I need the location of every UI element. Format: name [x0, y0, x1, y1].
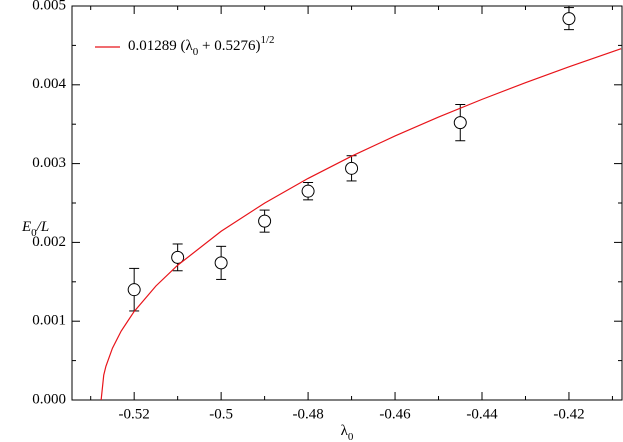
legend-sup: 1/2 [261, 34, 275, 46]
data-point [453, 116, 467, 130]
x-tick-label: -0.48 [292, 406, 323, 422]
data-point [171, 250, 185, 264]
legend-sub: 0 [193, 46, 199, 58]
fit-line [100, 48, 622, 400]
data-point [258, 214, 272, 228]
y-tick-label: 0.000 [32, 391, 66, 407]
x-axis-label: λ0 [341, 423, 354, 442]
y-axis-label: E0/L [21, 219, 49, 238]
y-label-main: E [21, 219, 31, 235]
x-label-sub: 0 [348, 431, 354, 442]
y-tick-label: 0.003 [32, 155, 66, 171]
legend-label: 0.01289 (λ0 + 0.5276)1/2 [128, 34, 275, 58]
data-point [562, 12, 576, 26]
x-tick-label: -0.5 [209, 406, 233, 422]
y-tick-label: 0.004 [32, 76, 66, 92]
x-label-main: λ [341, 423, 349, 439]
y-label-rest: /L [36, 219, 50, 235]
y-tick-label: 0.001 [32, 313, 66, 329]
data-point [345, 161, 359, 175]
data-point [214, 256, 228, 270]
plot-frame [71, 5, 623, 401]
data-point [127, 283, 141, 297]
data-point [301, 184, 315, 198]
y-label-sub: 0 [31, 227, 37, 239]
x-tick-label: -0.52 [119, 406, 150, 422]
y-tick-label: 0.005 [32, 0, 66, 13]
x-tick-label: -0.46 [379, 406, 411, 422]
legend-part: 0.01289 (λ [128, 38, 193, 54]
x-tick-label: -0.42 [553, 406, 584, 422]
x-tick-label: -0.44 [466, 406, 498, 422]
legend-part: + 0.5276) [198, 38, 260, 54]
y-tick-label: 0.002 [32, 234, 66, 250]
